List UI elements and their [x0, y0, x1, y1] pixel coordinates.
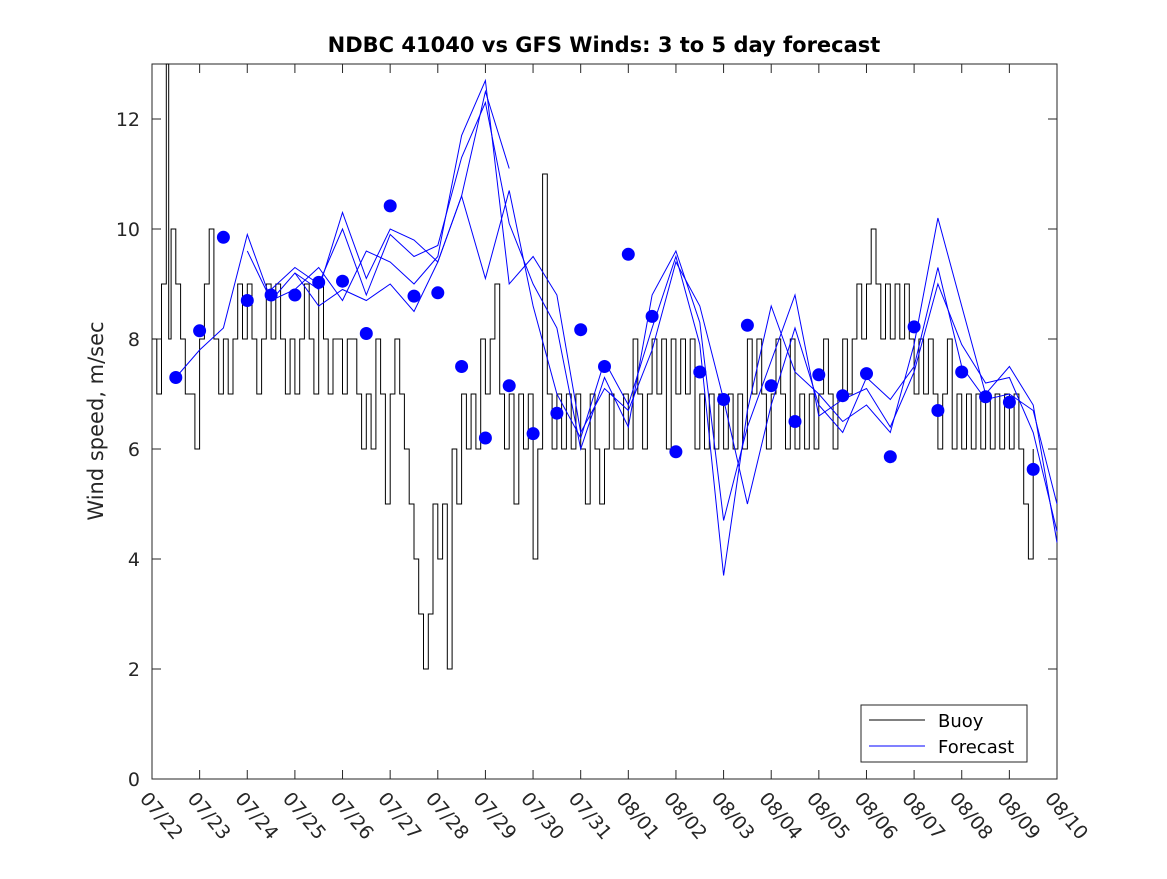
y-tick-label: 2 [128, 659, 140, 681]
forecast-point [455, 360, 469, 373]
forecast-point [264, 288, 278, 302]
forecast-point [645, 309, 659, 323]
forecast-point [740, 318, 754, 332]
forecast-point [1026, 462, 1040, 476]
forecast-point [574, 323, 588, 337]
forecast-point [931, 404, 945, 417]
forecast-series-line [270, 100, 1058, 532]
forecast-point [383, 199, 397, 213]
forecast-point [693, 365, 707, 379]
forecast-point [836, 389, 850, 403]
forecast-point [478, 431, 492, 445]
forecast-point [1002, 395, 1016, 409]
y-tick-label: 4 [128, 549, 140, 571]
forecast-point [717, 393, 731, 406]
forecast-point [669, 445, 683, 459]
chart-title: NDBC 41040 vs GFS Winds: 3 to 5 day fore… [328, 33, 881, 57]
y-tick-label: 8 [128, 329, 140, 351]
forecast-point [502, 379, 516, 393]
forecast-point [336, 274, 349, 288]
forecast-point [598, 360, 611, 373]
legend-label-buoy: Buoy [938, 711, 984, 732]
forecast-point [979, 390, 993, 404]
forecast-point [621, 247, 635, 261]
buoy-series-line [152, 63, 1034, 670]
forecast-point [288, 288, 302, 302]
legend-label-forecast: Forecast [938, 737, 1014, 758]
forecast-point [240, 294, 254, 307]
forecast-point [955, 365, 969, 379]
forecast-point [216, 230, 230, 244]
y-tick-label: 6 [128, 439, 140, 461]
forecast-point [193, 324, 207, 338]
forecast-series-line [294, 190, 1058, 576]
forecast-series-line [246, 78, 1058, 505]
forecast-point [883, 450, 897, 464]
axes-box [151, 63, 1058, 780]
forecast-point [812, 368, 826, 382]
forecast-point [764, 379, 778, 393]
y-axis-label: Wind speed, m/sec [84, 321, 108, 520]
legend: Buoy Forecast [860, 704, 1028, 763]
forecast-point [526, 427, 540, 441]
forecast-point [860, 367, 873, 381]
forecast-point [169, 371, 183, 384]
forecast-point [788, 415, 802, 428]
forecast-point [359, 327, 373, 340]
forecast-point [312, 275, 326, 289]
y-tick-label: 10 [116, 219, 140, 241]
forecast-point [907, 320, 921, 334]
forecast-point [407, 289, 421, 303]
legend-box [860, 704, 1028, 763]
forecast-point [431, 286, 445, 300]
forecast-point [550, 406, 564, 420]
y-tick-label: 12 [116, 109, 140, 131]
y-tick-label: 0 [128, 769, 140, 791]
